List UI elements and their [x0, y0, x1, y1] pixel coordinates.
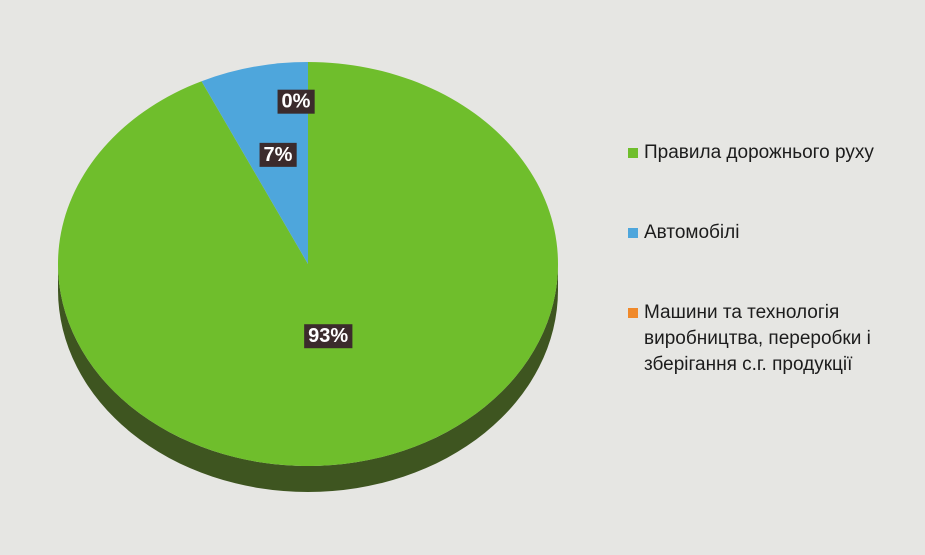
- legend-item: Автомобілі: [628, 220, 898, 246]
- legend-item: Машини та технологія виробництва, переро…: [628, 300, 898, 378]
- data-label-text: 0%: [282, 91, 311, 113]
- legend-swatch: [628, 308, 638, 318]
- data-label-text: 7%: [264, 144, 293, 166]
- legend-swatch: [628, 148, 638, 158]
- legend-label: Автомобілі: [644, 222, 740, 243]
- legend-label: Правила дорожнього руху: [644, 142, 874, 163]
- legend: Правила дорожнього руху Автомобілі Машини …: [628, 140, 898, 432]
- data-label: 93%: [304, 324, 353, 349]
- legend-item: Правила дорожнього руху: [628, 140, 898, 166]
- data-label-box: [259, 142, 297, 167]
- legend-label: Машини та технологія виробництва, переро…: [644, 302, 871, 375]
- data-label-text: 93%: [308, 325, 348, 347]
- data-label-box: [277, 89, 315, 114]
- data-label: 0%: [277, 89, 315, 114]
- legend-swatch: [628, 228, 638, 238]
- data-label: 7%: [259, 142, 297, 167]
- data-label-box: [304, 324, 353, 349]
